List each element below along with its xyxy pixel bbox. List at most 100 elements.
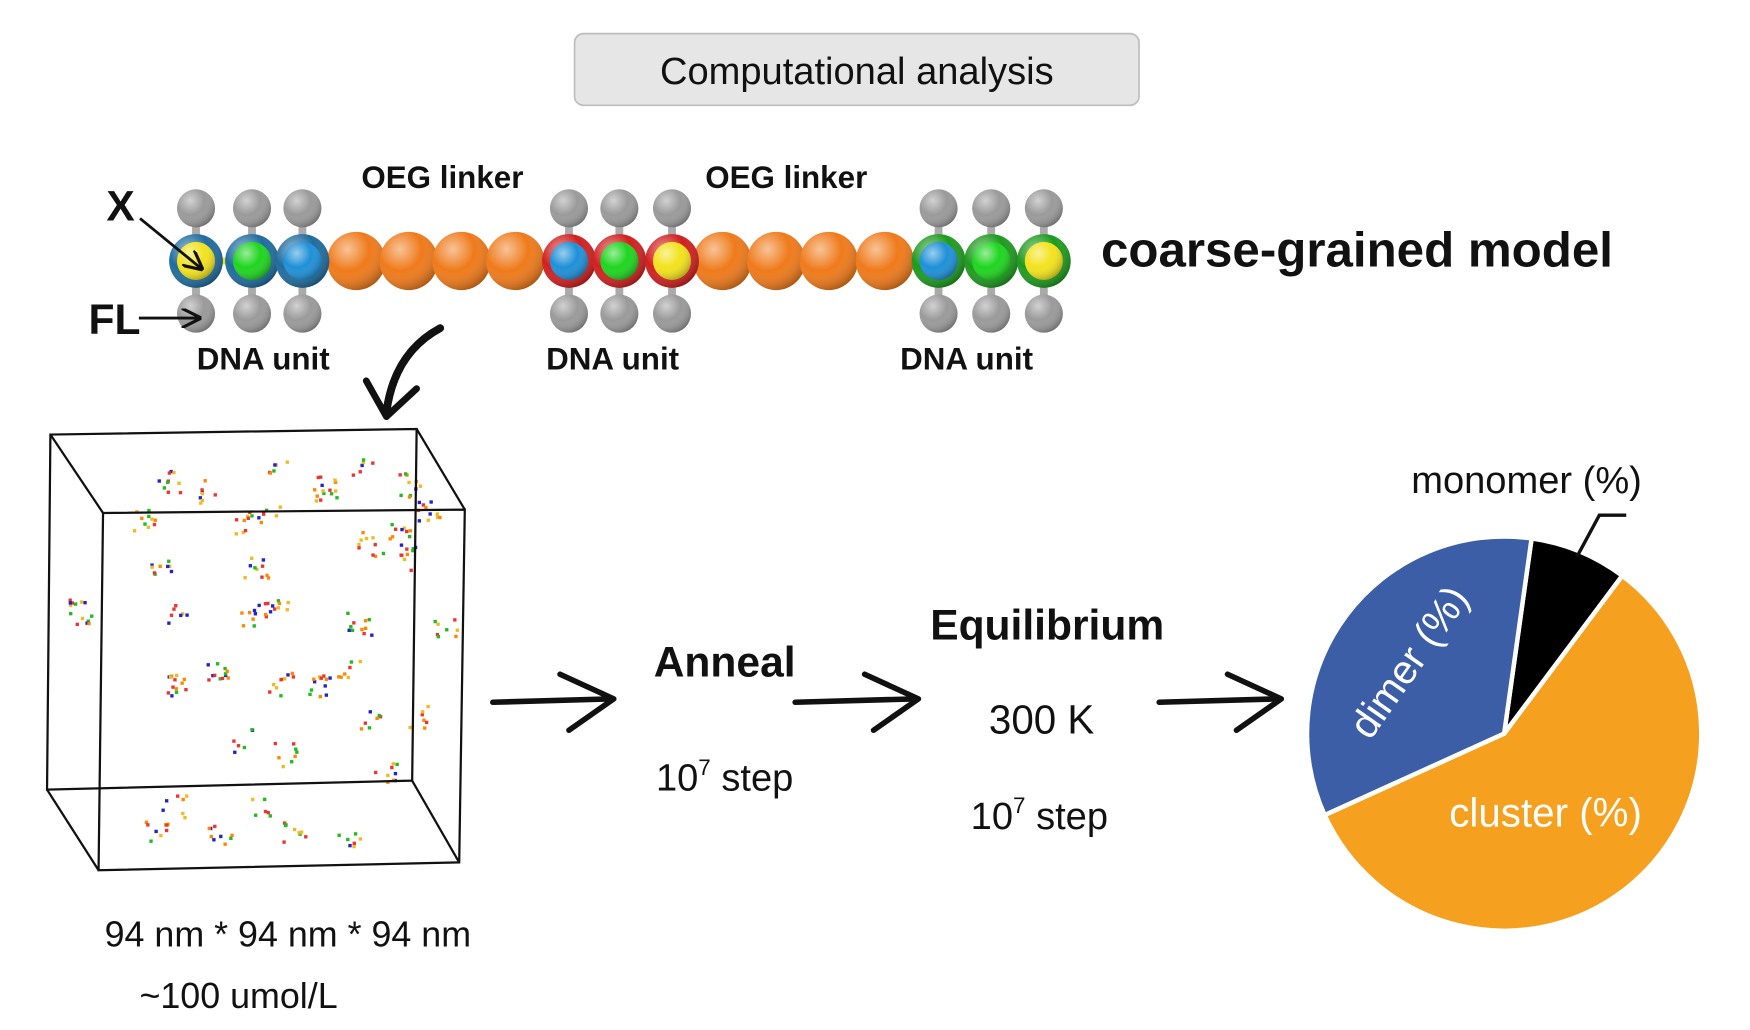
dna-particle	[363, 619, 368, 623]
pie-label-cluster: cluster (%)	[1449, 790, 1642, 836]
dna-particle	[159, 833, 163, 838]
dna-particle	[373, 770, 378, 775]
dna-particle	[251, 617, 255, 621]
dna-particle	[312, 488, 317, 492]
dna-particle	[152, 522, 157, 527]
dna-particle	[276, 599, 281, 603]
box-concentration: ~100 umol/L	[139, 976, 337, 1016]
dna-particle	[284, 823, 288, 827]
linker-label-2: OEG linker	[705, 160, 867, 195]
dna-bead-core-shade	[600, 241, 639, 280]
dna-particle	[272, 469, 276, 473]
dna-bead-core-shade	[652, 241, 692, 280]
dna-bead-core-shade	[972, 241, 1011, 280]
dna-particle	[358, 470, 362, 474]
dna-particle	[241, 624, 246, 628]
dna-particle	[309, 688, 314, 692]
dna-particle	[165, 823, 169, 827]
dna-particle	[218, 677, 222, 681]
dna-particle	[324, 693, 329, 697]
dna-particle	[318, 475, 323, 479]
dna-particle	[182, 677, 187, 682]
title-box-background	[573, 32, 1140, 107]
dna-particle	[352, 841, 356, 845]
dna-particle	[223, 672, 228, 676]
dna-particle	[178, 490, 183, 495]
dna-particle	[260, 564, 265, 568]
dna-particle	[167, 564, 172, 568]
dna-unit-label-1: DNA unit	[197, 342, 331, 377]
dna-particle	[248, 564, 253, 568]
dna-particle	[418, 484, 423, 488]
dna-particle	[371, 536, 375, 540]
dna-particle	[294, 747, 298, 751]
dna-particle	[68, 601, 73, 605]
dna-particle	[225, 669, 229, 673]
dna-particle	[358, 659, 363, 664]
flank-bead-shade	[549, 294, 588, 333]
flank-bead-shade	[283, 294, 322, 333]
dna-particle	[361, 458, 366, 462]
dna-particle	[207, 678, 211, 682]
dna-particle	[421, 503, 425, 507]
dna-particle	[257, 516, 261, 520]
dna-particle	[75, 622, 79, 627]
dna-particle	[272, 607, 277, 611]
dna-particle	[251, 797, 255, 802]
dna-particle	[264, 612, 268, 617]
dna-particle	[403, 472, 408, 476]
dna-particle	[386, 773, 390, 778]
dna-particle	[435, 515, 440, 519]
dna-particle	[405, 552, 409, 557]
dna-particle	[83, 601, 87, 605]
linker-bead-shade	[432, 231, 491, 291]
dna-particle	[299, 830, 304, 834]
anneal-steps: 107 step	[656, 755, 793, 800]
dna-particle	[322, 491, 326, 496]
dna-particle	[164, 799, 169, 803]
dna-particle	[290, 671, 294, 676]
dna-particle	[274, 514, 279, 518]
dna-particle	[435, 512, 439, 516]
flank-bead-shade	[232, 294, 272, 333]
dna-particle	[68, 598, 72, 602]
dna-particle	[282, 821, 287, 825]
dna-particle	[319, 676, 324, 680]
dna-particle	[199, 501, 203, 505]
dna-particle	[333, 478, 337, 482]
dna-particle	[391, 762, 395, 766]
dna-particle	[266, 601, 270, 606]
dna-particle	[371, 553, 375, 557]
dna-particle	[206, 663, 210, 667]
dna-particle	[285, 608, 289, 612]
dna-particle	[292, 827, 297, 832]
dna-particle	[174, 603, 178, 608]
flank-bead-shade	[1024, 294, 1063, 333]
dna-particle	[132, 529, 137, 533]
dna-particle	[86, 619, 91, 623]
x-label: X	[106, 183, 134, 231]
dna-particle	[152, 571, 157, 575]
dna-particle	[241, 530, 245, 535]
dna-particle	[333, 480, 338, 484]
linker-bead-shade	[379, 231, 438, 291]
dna-particle	[398, 473, 402, 477]
dna-particle	[179, 613, 183, 618]
dna-particle	[328, 488, 332, 492]
pie-chart	[1304, 534, 1704, 933]
dna-particle	[268, 690, 272, 694]
dna-particle	[242, 518, 246, 523]
dna-particle	[400, 553, 404, 557]
dna-particle	[348, 665, 352, 670]
dna-particle	[247, 610, 252, 615]
dna-particle	[373, 554, 378, 558]
dna-particle	[351, 473, 356, 477]
dna-particle	[149, 839, 153, 843]
dna-particle	[246, 516, 251, 520]
dna-unit-label-2: DNA unit	[546, 342, 680, 377]
dna-particle	[359, 727, 364, 731]
flank-bead-shade	[919, 189, 958, 228]
dna-particle	[180, 612, 185, 616]
dna-particle	[215, 662, 220, 666]
dna-particle	[207, 826, 211, 831]
